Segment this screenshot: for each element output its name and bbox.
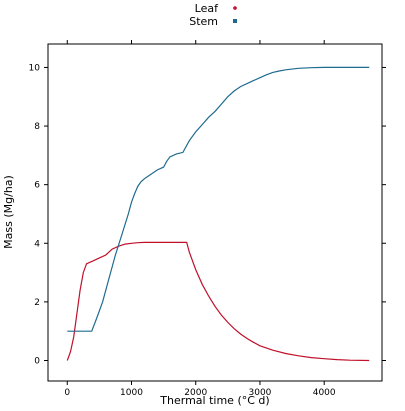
y-tick-label: 6 <box>34 181 40 191</box>
legend-label-stem: Stem <box>189 15 218 28</box>
legend: Leaf Stem <box>189 2 237 28</box>
x-tick-label: 3000 <box>249 388 272 398</box>
y-tick-label: 0 <box>34 356 40 366</box>
series-layer <box>66 66 370 362</box>
x-tick-label: 4000 <box>313 388 336 398</box>
x-axis-title: Thermal time (°C d) <box>159 394 269 407</box>
y-tick-label: 10 <box>29 63 41 73</box>
y-tick-label: 4 <box>34 239 40 249</box>
y-tick-label: 8 <box>34 122 40 132</box>
series-line-leaf <box>66 241 370 362</box>
plot-frame <box>47 43 383 382</box>
x-tick-label: 1000 <box>120 388 143 398</box>
legend-marker-leaf <box>233 6 237 10</box>
legend-label-leaf: Leaf <box>195 2 219 15</box>
y-tick-label: 2 <box>34 298 40 308</box>
x-tick-label: 0 <box>64 388 70 398</box>
series-line-stem <box>67 66 370 332</box>
y-axis-ticks: 0 2 4 6 8 10 <box>29 63 386 366</box>
legend-marker-stem <box>233 19 237 23</box>
x-tick-label: 2000 <box>184 388 207 398</box>
x-axis-ticks: 0 1000 2000 3000 4000 <box>64 40 336 398</box>
y-axis-title: Mass (Mg/ha) <box>2 175 15 249</box>
